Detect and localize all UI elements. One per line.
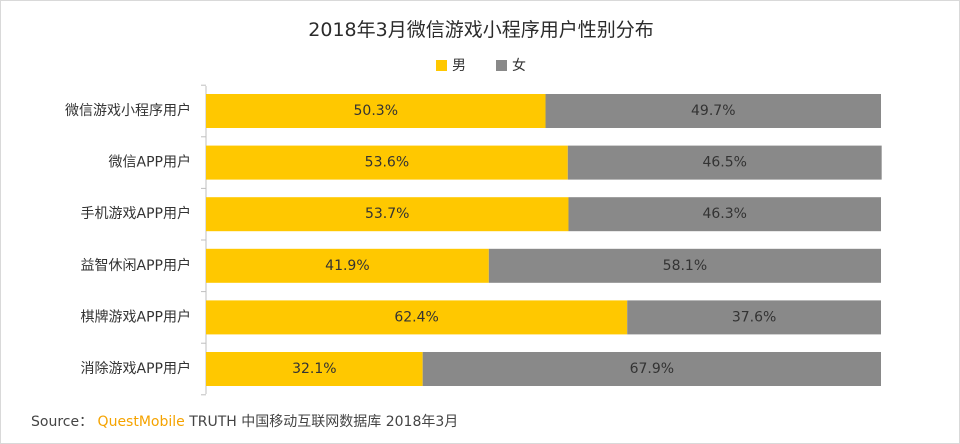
data-label-male: 53.7% [365, 206, 409, 222]
category-label: 微信APP用户 [109, 154, 191, 171]
bar-segment-male [206, 94, 546, 128]
data-label-male: 32.1% [292, 361, 336, 377]
bar-segment-male [206, 352, 423, 386]
data-label-female: 46.5% [702, 155, 746, 171]
bar-segment-male [206, 145, 568, 180]
bar-segment-male [206, 248, 489, 283]
legend-item-female: 女 [496, 55, 526, 75]
category-label: 微信游戏小程序用户 [65, 102, 191, 119]
data-label-female: 37.6% [732, 309, 776, 325]
category-label: 益智休闲APP用户 [81, 257, 191, 274]
legend-label-female: 女 [512, 58, 526, 74]
category-label: 消除游戏APP用户 [81, 360, 191, 377]
data-label-female: 49.7% [691, 103, 735, 119]
legend-label-male: 男 [452, 58, 466, 74]
category-label: 棋牌游戏APP用户 [81, 308, 191, 325]
data-label-female: 67.9% [630, 361, 674, 377]
data-label-male: 62.4% [394, 309, 438, 325]
data-label-male: 50.3% [354, 103, 398, 119]
data-label-male: 53.6% [365, 155, 409, 171]
data-label-female: 46.3% [702, 206, 746, 222]
bar-segment-female [422, 352, 881, 386]
bar-segment-male [206, 197, 569, 232]
bar-segment-female [568, 197, 881, 232]
bar-segment-female [627, 300, 881, 335]
source-brand: QuestMobile [97, 414, 185, 430]
bar-segment-female [488, 248, 881, 283]
legend-swatch-male [436, 59, 447, 71]
legend: 男 女 [1, 55, 960, 75]
bar-segment-male [206, 300, 628, 335]
legend-item-male: 男 [436, 55, 466, 75]
bar-segment-female [567, 145, 882, 180]
data-label-male: 41.9% [325, 258, 369, 274]
source-note: Source： QuestMobile TRUTH 中国移动互联网数据库 201… [31, 411, 458, 431]
source-prefix: Source： [31, 414, 94, 430]
source-text: TRUTH 中国移动互联网数据库 2018年3月 [189, 414, 459, 430]
category-label: 手机游戏APP用户 [81, 205, 191, 222]
chart-title: 2018年3月微信游戏小程序用户性别分布 [308, 19, 654, 41]
legend-swatch-female [496, 59, 507, 71]
bar-segment-female [545, 94, 881, 128]
data-label-female: 58.1% [663, 258, 707, 274]
